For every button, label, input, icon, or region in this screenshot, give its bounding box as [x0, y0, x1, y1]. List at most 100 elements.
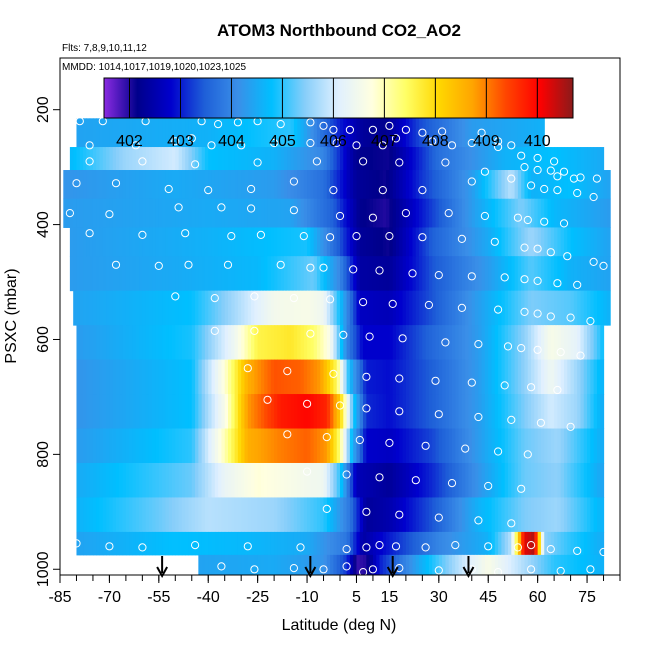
heat-cell — [573, 394, 578, 430]
heat-cell — [465, 170, 470, 200]
heat-cell — [224, 497, 229, 533]
sample-point — [507, 415, 516, 424]
heat-cell — [372, 147, 377, 171]
heat-cell — [155, 147, 160, 171]
heat-cell — [369, 554, 374, 575]
heat-cell — [382, 531, 387, 556]
heat-cell — [491, 147, 496, 171]
heat-cell — [145, 256, 150, 292]
heat-cell — [498, 497, 503, 533]
heat-cell — [277, 359, 282, 395]
heat-cell — [267, 198, 272, 228]
heat-cell — [389, 394, 394, 430]
heat-cell — [139, 359, 143, 395]
heat-cell — [412, 554, 417, 575]
heat-cell — [412, 227, 417, 257]
heat-cell — [218, 394, 223, 430]
heat-cell — [218, 325, 223, 361]
heat-cell — [234, 531, 239, 556]
heat-cell — [471, 497, 476, 533]
heat-cell — [135, 227, 140, 257]
heat-cell — [564, 290, 568, 326]
heat-cell — [267, 394, 272, 430]
heat-cell — [201, 394, 206, 430]
heat-cell — [587, 531, 591, 556]
heat-cell — [165, 394, 170, 430]
heat-cell — [142, 428, 147, 464]
heat-cell — [132, 227, 137, 257]
heat-cell — [181, 290, 186, 326]
heat-cell — [425, 227, 430, 257]
sample-point — [72, 179, 81, 188]
heat-cell — [231, 147, 236, 171]
heat-cell — [481, 227, 486, 257]
heat-cell — [257, 227, 262, 257]
heat-cell — [116, 325, 120, 361]
heat-cell — [366, 531, 371, 556]
sample-markers — [60, 94, 608, 575]
heat-cell — [534, 428, 539, 464]
heat-cell — [162, 394, 167, 430]
heat-cell — [554, 394, 559, 430]
heat-cell — [484, 462, 489, 498]
heat-cell — [514, 227, 519, 257]
heat-cell — [349, 497, 354, 533]
colorbar-tick-label: 410 — [524, 133, 551, 150]
sample-point — [329, 186, 338, 195]
heat-cell — [178, 118, 183, 148]
heat-cell — [260, 462, 265, 498]
heat-cell — [458, 394, 463, 430]
heat-cell — [369, 359, 374, 395]
heat-cell — [264, 170, 269, 200]
heat-cell — [425, 359, 430, 395]
heat-cell — [540, 118, 545, 148]
heat-cell — [287, 394, 292, 430]
heat-cell — [402, 554, 407, 575]
heat-cell — [234, 428, 239, 464]
heat-cell — [92, 462, 97, 498]
heat-cell — [531, 227, 535, 257]
heat-cell — [330, 256, 335, 292]
heat-cell — [537, 531, 542, 556]
heat-cell — [343, 227, 348, 257]
heat-cell — [428, 428, 433, 464]
heat-cell — [274, 462, 279, 498]
heat-cell — [475, 147, 479, 171]
heat-cell — [83, 147, 87, 171]
sample-point — [434, 410, 443, 419]
heat-cell — [554, 497, 559, 533]
heat-cell — [376, 147, 381, 171]
heat-cell — [290, 256, 295, 292]
heat-cell — [596, 198, 601, 228]
heat-cell — [336, 428, 341, 464]
heat-cell — [333, 462, 338, 498]
heat-cell — [267, 118, 272, 148]
heat-cell — [587, 428, 591, 464]
heat-cell — [83, 394, 87, 430]
heat-cell — [524, 359, 529, 395]
heat-cell — [593, 256, 598, 292]
sample-point — [484, 481, 493, 491]
heat-cell — [83, 497, 87, 533]
heat-cell — [544, 394, 549, 430]
heat-cell — [185, 462, 190, 498]
heat-cell — [409, 428, 414, 464]
heat-cell — [204, 428, 209, 464]
heat-cell — [386, 359, 391, 395]
heat-cell — [564, 428, 568, 464]
heat-cell — [577, 531, 582, 556]
heat-cell — [195, 118, 199, 148]
heat-cell — [537, 497, 542, 533]
heat-cell — [448, 170, 453, 200]
heat-cell — [214, 290, 219, 326]
heat-cell — [570, 428, 575, 464]
heat-cell — [83, 227, 87, 257]
heat-cell — [234, 290, 239, 326]
x-axis: -85 -70 -55 -40 -25 -10 5 15 30 45 60 75 — [48, 575, 621, 606]
heat-cell — [155, 359, 160, 395]
heat-cell — [270, 170, 275, 200]
heat-cell — [83, 359, 87, 395]
heat-cell — [284, 256, 288, 292]
heat-cell — [590, 531, 595, 556]
heat-cell — [211, 462, 216, 498]
